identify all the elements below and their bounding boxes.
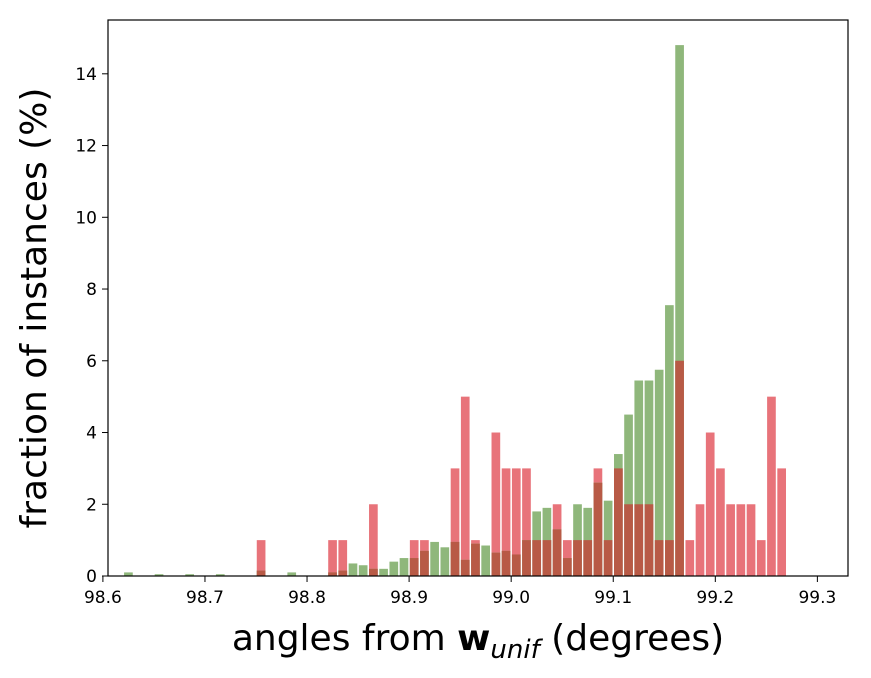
green-bar <box>624 414 633 576</box>
red-bar <box>716 468 725 576</box>
x-tick-label: 99.2 <box>696 588 734 608</box>
overlap-bar <box>491 552 501 576</box>
overlap-bar <box>409 558 419 576</box>
y-tick-label: 4 <box>86 424 97 444</box>
y-tick-label: 0 <box>86 567 97 587</box>
green-bar <box>379 568 388 576</box>
overlap-bar <box>460 559 470 576</box>
red-bar <box>511 468 521 576</box>
overlap-bar <box>552 529 562 576</box>
red-bar <box>736 504 746 576</box>
green-bar <box>430 541 439 576</box>
overlap-bar <box>420 550 429 576</box>
x-tick-label: 98.6 <box>84 588 122 608</box>
red-bar <box>777 468 786 576</box>
red-bar <box>328 540 337 576</box>
x-tick-label: 98.7 <box>186 588 224 608</box>
overlap-bar <box>614 468 623 576</box>
red-bar <box>767 396 776 576</box>
green-bar <box>603 500 613 576</box>
overlap-bar <box>624 504 633 576</box>
overlap-bar <box>675 360 684 576</box>
green-bar <box>440 547 450 576</box>
bars-layer <box>124 45 786 577</box>
green-bar <box>644 380 654 576</box>
y-tick-label: 12 <box>75 137 97 157</box>
overlap-bar <box>471 543 480 576</box>
overlap-bar <box>450 541 460 576</box>
y-tick-label: 14 <box>75 65 97 85</box>
overlap-bar <box>369 568 378 576</box>
green-bar <box>654 369 664 576</box>
green-bar <box>665 305 674 576</box>
x-axis-label-bold: w <box>457 618 490 659</box>
red-bar <box>256 540 266 576</box>
red-bar <box>705 432 715 576</box>
overlap-bar <box>593 482 603 576</box>
red-bar <box>695 504 705 576</box>
overlap-bar <box>583 540 593 576</box>
overlap-bar <box>542 540 552 576</box>
red-bar <box>685 540 695 576</box>
x-tick-label: 99.0 <box>492 588 530 608</box>
red-bar <box>491 432 501 576</box>
overlap-bar <box>511 554 521 576</box>
green-bar <box>124 572 133 576</box>
overlap-bar <box>501 550 511 576</box>
overlap-bar <box>328 572 337 576</box>
y-tick-label: 6 <box>86 352 97 372</box>
x-axis: 98.6 98.7 98.8 98.9 99.0 99.1 99.2 99.3 <box>84 576 836 608</box>
red-bar <box>450 468 460 576</box>
overlap-bar <box>644 504 654 576</box>
y-tick-label: 8 <box>86 280 97 300</box>
y-axis-label: fraction of instances (%) <box>14 88 55 529</box>
green-bar <box>389 561 399 576</box>
x-axis-label-subscript: unif <box>490 635 543 665</box>
overlap-bar <box>532 540 542 576</box>
green-bar <box>399 558 409 576</box>
red-bar <box>522 468 531 576</box>
green-bar <box>185 574 194 576</box>
y-tick-label: 2 <box>86 495 97 515</box>
x-tick-label: 98.9 <box>390 588 428 608</box>
red-bar <box>501 468 511 576</box>
red-bar <box>369 504 378 576</box>
overlap-bar <box>573 540 582 576</box>
plot-frame <box>107 19 849 577</box>
green-bar <box>481 545 490 576</box>
green-bar <box>358 565 368 576</box>
overlap-bar <box>603 540 613 576</box>
overlap-bar <box>256 570 266 576</box>
green-bar <box>675 45 684 577</box>
red-bar <box>756 540 766 576</box>
y-tick-label: 10 <box>75 208 97 228</box>
red-bar <box>726 504 735 576</box>
overlap-bar <box>665 540 674 576</box>
overlap-bar <box>562 558 572 576</box>
x-axis-label-suffix: (degrees) <box>540 618 724 659</box>
x-tick-label: 99.3 <box>798 588 836 608</box>
red-bar <box>338 540 348 576</box>
overlap-bar <box>522 540 531 576</box>
green-bar <box>287 572 297 576</box>
x-tick-label: 98.8 <box>288 588 326 608</box>
x-tick-label: 99.1 <box>594 588 632 608</box>
red-bar <box>460 396 470 576</box>
green-bar <box>634 380 644 576</box>
overlap-bar <box>654 540 664 576</box>
red-bar <box>746 504 756 576</box>
x-axis-label: angles from wunif (degrees) <box>232 618 724 665</box>
x-axis-label-prefix: angles from <box>232 618 457 659</box>
green-bar <box>348 563 358 576</box>
green-bar <box>154 574 164 576</box>
green-bar <box>215 574 225 576</box>
overlap-bar <box>338 570 348 576</box>
y-axis: 0 2 4 6 8 10 12 14 <box>75 65 108 587</box>
overlap-bar <box>634 504 644 576</box>
